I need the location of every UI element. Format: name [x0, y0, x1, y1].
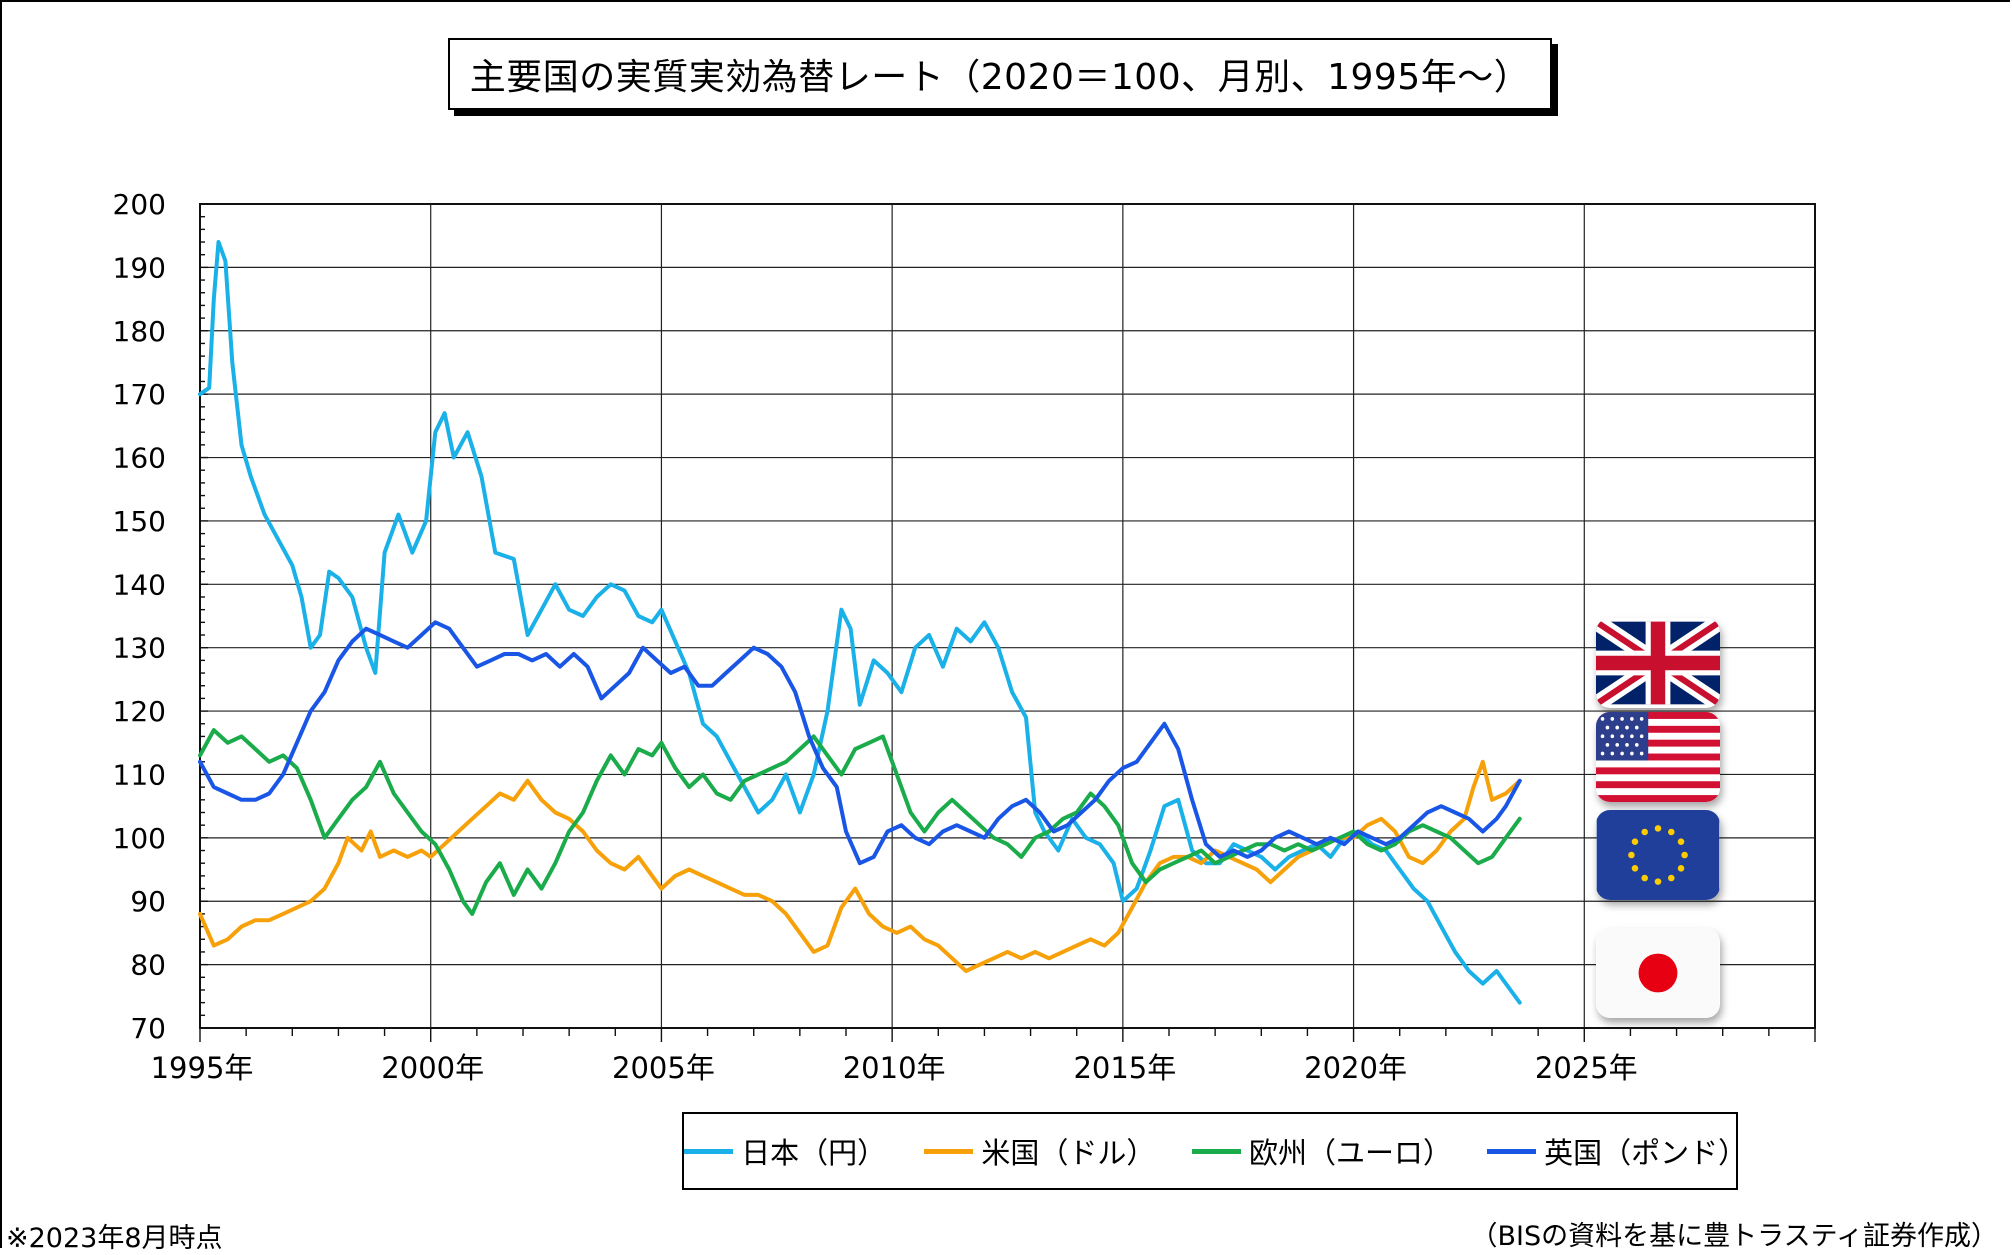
legend-label: 欧州（ユーロ）: [1248, 1136, 1452, 1170]
legend-item-us: 米国（ドル）: [924, 1130, 1156, 1172]
y-tick-label: 80: [130, 949, 166, 982]
y-tick-label: 120: [113, 695, 166, 728]
x-tick-label: 2005年: [612, 1051, 715, 1085]
series-line-2: [198, 728, 1522, 916]
chart-legend: 日本（円） 米国（ドル） 欧州（ユーロ） 英国（ポンド）: [682, 1112, 1748, 1190]
x-tick-label: 2015年: [1073, 1051, 1176, 1085]
legend-label: 米国（ドル）: [981, 1136, 1156, 1170]
y-tick-label: 110: [113, 758, 166, 791]
x-tick-label: 1995年: [151, 1051, 254, 1085]
eu-flag-icon: [1596, 810, 1720, 900]
legend-label: 日本（円）: [741, 1136, 887, 1170]
series-line-3: [198, 620, 1522, 866]
x-tick-label: 2010年: [843, 1051, 946, 1085]
legend-swatch: [684, 1148, 734, 1154]
footnote-date: ※2023年8月時点: [6, 1223, 223, 1254]
y-tick-label: 140: [113, 568, 166, 601]
plot-border: [199, 203, 1816, 1029]
uk-flag-icon: [1596, 618, 1720, 708]
x-tick-label: 2025年: [1535, 1051, 1638, 1085]
series-line-0: [198, 240, 1522, 1005]
footnote-source: （BISの資料を基に豊トラスティ証券作成）: [1470, 1221, 1998, 1252]
y-tick-label: 160: [113, 442, 166, 475]
legend-item-euro: 欧州（ユーロ）: [1191, 1130, 1452, 1172]
legend-label: 英国（ポンド）: [1544, 1136, 1748, 1170]
x-tick-label: 2000年: [381, 1051, 484, 1085]
us-flag-icon: [1596, 712, 1720, 802]
series-line-1: [198, 759, 1522, 973]
y-tick-label: 150: [113, 505, 166, 538]
japan-flag-icon: [1596, 928, 1720, 1018]
legend-swatch: [1191, 1148, 1241, 1154]
y-tick-label: 100: [113, 822, 166, 855]
legend-item-uk: 英国（ポンド）: [1486, 1130, 1748, 1172]
y-tick-label: 130: [113, 632, 166, 665]
y-tick-label: 200: [113, 188, 166, 221]
chart-title: 主要国の実質実効為替レート（2020＝100、月別、1995年～）: [448, 38, 1552, 110]
y-tick-label: 190: [113, 251, 166, 284]
legend-item-japan: 日本（円）: [684, 1130, 887, 1172]
legend-swatch: [924, 1148, 974, 1154]
y-tick-label: 170: [113, 378, 166, 411]
plot-area: [200, 204, 1815, 1028]
y-tick-label: 70: [130, 1012, 166, 1045]
x-tick-label: 2020年: [1304, 1051, 1407, 1085]
legend-swatch: [1486, 1148, 1537, 1154]
y-tick-label: 180: [113, 315, 166, 348]
y-tick-label: 90: [130, 885, 166, 918]
